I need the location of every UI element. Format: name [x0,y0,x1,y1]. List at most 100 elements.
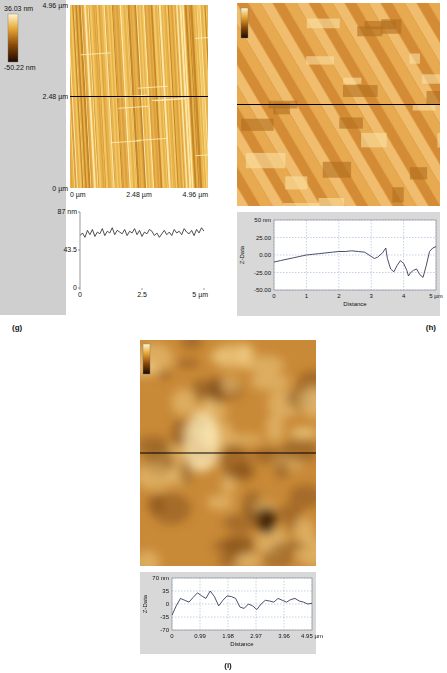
plot-area [172,578,312,630]
x-tick-label: 1.98 [222,633,234,639]
grid-line [228,578,229,630]
grid-line [172,604,312,605]
afm-texture [136,138,166,140]
y-axis-title: Z-Data [142,594,148,613]
afm-image [140,340,316,566]
profile-box [70,203,210,313]
afm-texture [147,494,164,514]
grid-line [274,255,436,256]
y-tick-label: 87 nm [58,208,78,215]
afm-texture [176,359,200,368]
grid-line [338,220,339,290]
x-tick-label: 2.5 [137,291,147,298]
profile-curve [172,591,312,615]
afm-texture [343,78,361,84]
afm-texture [306,56,334,64]
y-tick-label: 0.00 [259,252,271,258]
afm-texture [158,368,171,379]
grid-line [371,220,372,290]
grid-line [403,220,404,290]
afm-texture [140,436,170,455]
x-tick-label: 5 µm [192,291,208,299]
panel-label: (i) [224,661,232,670]
afm-texture [241,119,274,131]
image-tick-label: 4.96 µm [43,2,69,10]
x-axis-title: Distance [230,641,254,647]
afm-texture [207,495,234,510]
afm-texture [81,53,111,55]
afm-texture [239,346,256,356]
panel-ground [0,0,66,315]
afm-texture [140,464,174,490]
figure: 36.03 nm-50.22 nm0 µm2.48 µm4.96 µm0 µm2… [0,0,447,673]
afm-texture [273,541,308,551]
afm-texture [339,117,363,128]
profile-curve [274,247,436,278]
tick-mark [142,288,143,290]
tick-mark [78,212,80,213]
colorbar-label: 36.03 nm [4,5,33,12]
afm-texture [152,98,182,100]
y-tick-label: -70 [160,627,169,633]
data-group [274,247,436,278]
grid-line [436,220,437,290]
afm-texture [266,414,284,442]
x-tick-label: 0 [272,293,276,299]
afm-texture [246,153,286,168]
x-axis-title: Distance [343,301,367,307]
x-tick-label: 1 [305,293,309,299]
afm-texture [364,21,395,29]
y-axis-title: Z-Data [239,245,245,264]
afm-texture [217,555,237,566]
afm-texture [361,133,387,147]
afm-texture [284,436,316,464]
afm-texture [289,485,316,508]
afm-texture [307,19,340,29]
x-tick-label: 3.96 [278,633,290,639]
afm-texture [257,507,277,535]
tick-mark [78,250,80,251]
grid-line [274,220,275,290]
tick-mark [80,288,81,290]
y-tick-label: -35 [160,614,169,620]
image-tick-label: 0 µm [70,191,86,199]
x-tick-label: 5 µm [429,293,442,299]
afm-image [237,3,440,206]
afm-texture [218,443,248,473]
afm-texture [323,162,351,178]
profile-line [70,96,208,97]
afm-ground [140,340,316,566]
afm-texture [285,176,307,189]
afm-texture [236,553,261,566]
afm-texture [300,387,316,419]
afm-texture [195,36,208,38]
panel-label: (h) [426,323,437,332]
afm-texture [392,187,403,202]
x-tick-label: 0 [170,633,174,639]
colorbar-label: -50.22 nm [4,64,36,71]
afm-texture [343,85,378,97]
colorbar [143,344,150,374]
y-tick-label: -50.00 [254,287,272,293]
y-tick-label: 25.00 [256,235,272,241]
afm-texture [171,389,196,415]
colorbar [8,14,18,62]
grid-line [274,237,436,238]
plot-area [80,212,204,288]
grid-line [284,578,285,630]
afm-texture [250,373,289,391]
afm-texture [422,74,440,83]
afm-texture [437,133,440,148]
image-tick-label: 0 µm [52,185,68,193]
y-tick-label: 0 [166,601,170,607]
grid-line [172,617,312,618]
image-tick-label: 4.96 µm [183,191,209,199]
profile-line [237,104,440,105]
afm-texture [140,551,160,566]
afm-texture [283,203,319,206]
grid-line [172,578,312,579]
afm-texture [413,104,436,110]
afm-texture [294,427,316,438]
afm-texture [427,91,440,105]
x-tick-label: 0.99 [194,633,206,639]
